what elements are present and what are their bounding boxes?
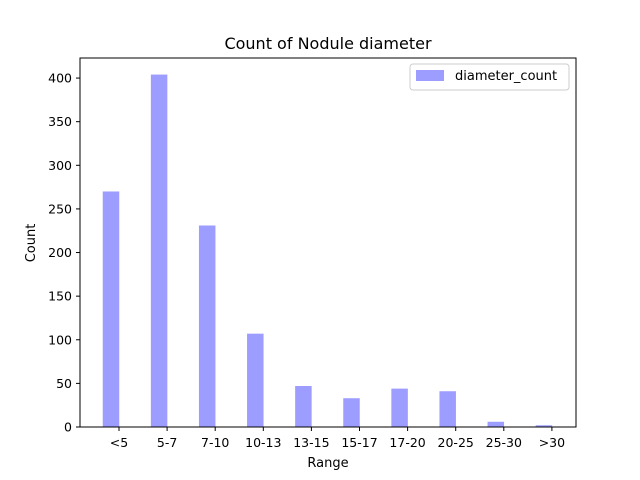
bar-<5 xyxy=(102,191,120,427)
bar-10-13 xyxy=(247,333,264,427)
bar-20-25 xyxy=(439,391,456,427)
x-tick-label: 13-15 xyxy=(293,435,329,450)
x-tick-label: 17-20 xyxy=(389,435,425,450)
x-tick-label: 7-10 xyxy=(201,435,229,450)
y-tick-label: 50 xyxy=(56,376,72,391)
y-tick-label: 400 xyxy=(48,71,72,86)
bar->30 xyxy=(535,425,553,427)
x-tick-label: >30 xyxy=(539,435,565,450)
bar-13-15 xyxy=(295,386,312,427)
legend-label: diameter_count xyxy=(455,69,557,84)
x-tick-label: 20-25 xyxy=(438,435,474,450)
y-axis-ticks: 0 50 100 150 200 250 300 350 400 xyxy=(48,71,80,435)
plot-frame xyxy=(79,57,577,428)
x-tick-label: <5 xyxy=(110,435,128,450)
bars-layer xyxy=(102,74,553,427)
y-tick-label: 350 xyxy=(48,114,72,129)
y-tick-label: 300 xyxy=(48,158,72,173)
y-tick-label: 200 xyxy=(48,245,72,260)
bar-25-30 xyxy=(487,421,505,427)
bar-7-10 xyxy=(198,225,216,427)
bar-5-7 xyxy=(150,74,168,427)
x-tick-label: 5-7 xyxy=(157,435,177,450)
legend: diameter_count xyxy=(409,63,570,91)
x-tick-label: 10-13 xyxy=(245,435,281,450)
x-axis-ticks: <5 5-7 7-10 10-13 13-15 15-17 17-20 20-25 25-30 >… xyxy=(110,427,565,450)
y-tick-label: 150 xyxy=(48,289,72,304)
x-tick-label: 15-17 xyxy=(341,435,377,450)
x-tick-label: 25-30 xyxy=(486,435,522,450)
y-axis-label: Count xyxy=(24,224,39,263)
bar-15-17 xyxy=(343,398,360,427)
y-tick-label: 250 xyxy=(48,201,72,216)
chart-title: Count of Nodule diameter xyxy=(224,34,431,53)
y-tick-label: 0 xyxy=(64,420,72,435)
legend-box xyxy=(409,63,570,91)
x-axis-label: Range xyxy=(307,456,348,471)
bar-17-20 xyxy=(391,388,408,427)
y-tick-label: 100 xyxy=(48,332,72,347)
legend-swatch xyxy=(416,70,444,81)
